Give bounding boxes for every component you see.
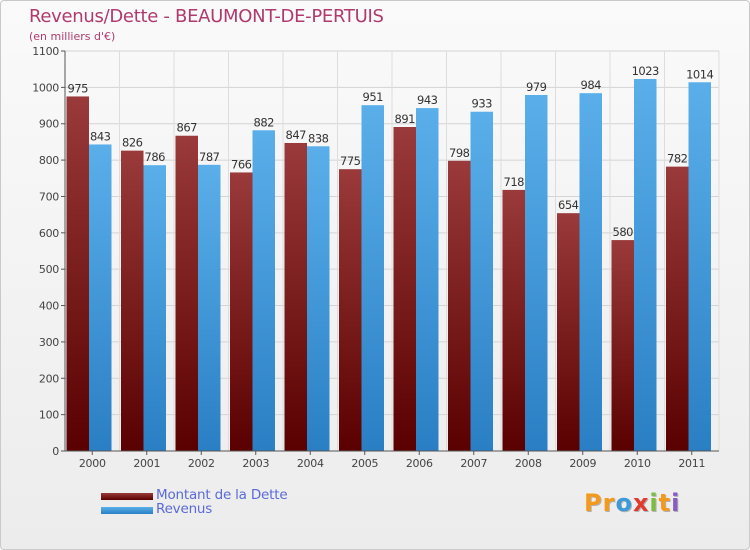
y-tick-label: 900 xyxy=(39,118,59,131)
bar-debt xyxy=(121,150,144,452)
data-label-revenue: 882 xyxy=(254,115,275,129)
axes: 0 100 200 300 400 500 600 700 800 900 1000 1100 2000… xyxy=(32,45,719,470)
data-label-debt: 975 xyxy=(68,81,89,95)
x-tick-label: 2003 xyxy=(242,457,269,470)
data-label-revenue: 838 xyxy=(308,131,329,145)
data-label-debt: 718 xyxy=(504,175,525,189)
y-tick-label: 500 xyxy=(39,263,59,276)
data-label-debt: 867 xyxy=(177,121,198,135)
bar-revenue xyxy=(416,108,439,451)
bar-debt xyxy=(175,135,198,451)
bar-debt xyxy=(502,189,525,451)
y-tick-label: 800 xyxy=(39,154,59,167)
x-tick-label: 2005 xyxy=(351,457,378,470)
data-label-revenue: 943 xyxy=(417,93,438,107)
bars xyxy=(66,79,711,452)
data-label-debt: 654 xyxy=(558,198,579,212)
logo-letter: o xyxy=(615,489,633,517)
x-tick-label: 2000 xyxy=(79,457,106,470)
bar-debt xyxy=(284,143,307,451)
data-label-debt: 826 xyxy=(122,136,143,150)
legend-label-debt: Montant de la Dette xyxy=(156,487,288,503)
data-label-debt: 798 xyxy=(449,146,470,160)
logo-letter: P xyxy=(584,489,603,517)
x-tick-label: 2007 xyxy=(460,457,487,470)
y-tick-label: 0 xyxy=(52,445,59,458)
bar-revenue xyxy=(579,93,602,451)
data-label-revenue: 843 xyxy=(90,129,111,143)
x-tick-label: 2011 xyxy=(678,457,705,470)
legend-swatch-debt xyxy=(101,493,153,500)
x-tick-label: 2004 xyxy=(297,457,324,470)
bar-revenue xyxy=(307,146,330,452)
bar-debt xyxy=(557,213,580,451)
grid-lines xyxy=(64,50,720,451)
logo-letter: r xyxy=(602,489,616,517)
x-tick-label: 2009 xyxy=(569,457,596,470)
data-label-revenue: 786 xyxy=(145,150,166,164)
data-label-revenue: 933 xyxy=(472,97,493,111)
proxiti-logo: Proxiti xyxy=(584,489,680,517)
bar-revenue xyxy=(198,164,221,451)
bar-debt xyxy=(230,172,253,452)
bar-debt xyxy=(66,96,89,452)
bar-revenue xyxy=(470,111,493,452)
bar-revenue xyxy=(634,79,657,451)
x-tick-label: 2008 xyxy=(515,457,542,470)
y-tick-label: 1000 xyxy=(32,81,59,94)
data-label-revenue: 951 xyxy=(363,90,384,104)
data-label-revenue: 979 xyxy=(526,80,547,94)
bar-revenue xyxy=(361,105,384,451)
logo-letter: i xyxy=(649,489,659,517)
bar-debt xyxy=(666,166,689,452)
y-tick-label: 400 xyxy=(39,300,59,313)
x-tick-label: 2001 xyxy=(133,457,160,470)
data-label-revenue: 1023 xyxy=(632,64,659,78)
logo-letter: t xyxy=(658,489,672,517)
y-tick-label: 600 xyxy=(39,227,59,240)
x-tick-label: 2002 xyxy=(188,457,215,470)
data-label-debt: 766 xyxy=(231,157,252,171)
data-label-revenue: 787 xyxy=(199,150,220,164)
logo-letter: x xyxy=(632,489,650,517)
data-label-debt: 891 xyxy=(395,112,416,126)
data-label-debt: 847 xyxy=(286,128,307,142)
bar-debt xyxy=(448,160,471,451)
y-tick-label: 200 xyxy=(39,372,59,385)
bar-debt xyxy=(611,240,634,451)
y-tick-label: 700 xyxy=(39,190,59,203)
logo-letter: i xyxy=(671,489,681,517)
data-label-debt: 580 xyxy=(613,225,634,239)
bar-debt xyxy=(393,127,416,451)
y-tick-label: 300 xyxy=(39,336,59,349)
y-tick-label: 1100 xyxy=(32,45,59,58)
data-label-debt: 775 xyxy=(340,154,361,168)
data-label-revenue: 1014 xyxy=(686,67,713,81)
bar-revenue xyxy=(688,82,711,451)
chart-title: Revenus/Dette - BEAUMONT-DE-PERTUIS xyxy=(29,6,384,27)
data-label-revenue: 984 xyxy=(581,78,602,92)
bar-revenue xyxy=(252,130,275,452)
legend-label-revenue: Revenus xyxy=(156,501,213,517)
bar-debt xyxy=(339,169,362,451)
bar-revenue xyxy=(89,144,112,452)
data-label-debt: 782 xyxy=(667,152,688,166)
legend-swatch-revenue xyxy=(101,507,153,514)
y-tick-label: 100 xyxy=(39,409,59,422)
bar-revenue xyxy=(143,165,166,451)
x-tick-label: 2006 xyxy=(406,457,433,470)
chart-subtitle: (en milliers d'€) xyxy=(29,30,116,43)
bar-revenue xyxy=(525,95,548,451)
x-tick-label: 2010 xyxy=(624,457,651,470)
